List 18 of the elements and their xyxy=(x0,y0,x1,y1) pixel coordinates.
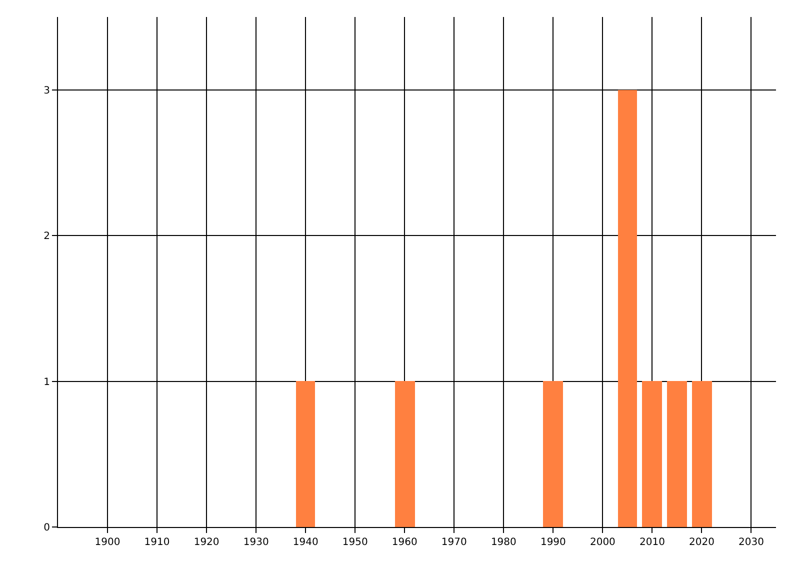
x-tick-label: 2030 xyxy=(738,537,764,548)
x-tick-label: 2020 xyxy=(688,537,714,548)
y-tick-label: 0 xyxy=(44,522,50,534)
y-tick-label: 2 xyxy=(44,231,50,242)
x-tick-label: 1930 xyxy=(243,537,269,548)
x-tick-label: 2010 xyxy=(639,537,665,548)
x-tick-label: 1950 xyxy=(342,537,368,548)
x-tick-label: 1960 xyxy=(392,537,418,548)
y-tick-label: 3 xyxy=(44,85,50,96)
x-tick-label: 2000 xyxy=(590,537,616,548)
x-tick-label: 1970 xyxy=(441,537,467,548)
x-tick-label: 1920 xyxy=(194,537,220,548)
x-tick-label: 1980 xyxy=(490,537,516,548)
x-tick-label: 1900 xyxy=(94,537,120,548)
y-tick-label: 1 xyxy=(44,376,50,388)
x-tick-label: 1990 xyxy=(540,537,566,548)
x-tick-label: 1910 xyxy=(144,537,170,548)
x-tick-label: 1940 xyxy=(292,537,318,548)
